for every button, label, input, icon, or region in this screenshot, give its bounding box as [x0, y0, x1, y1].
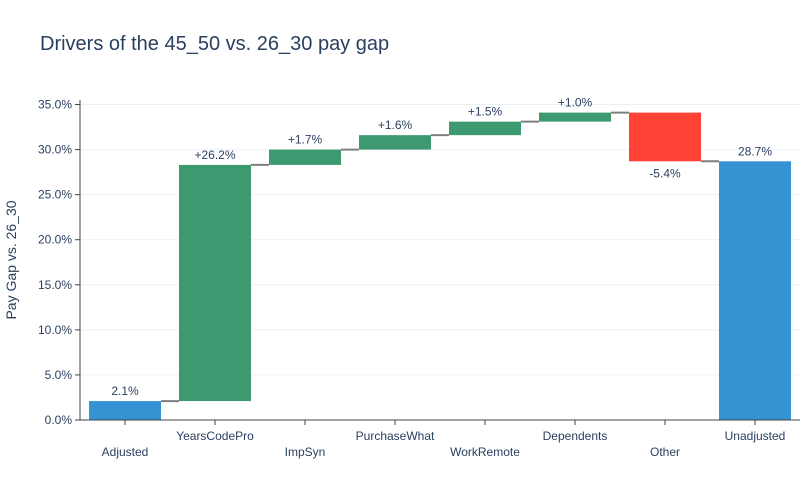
data-label: +26.2% [194, 148, 235, 162]
y-tick-label: 0.0% [45, 413, 73, 427]
data-label: 28.7% [738, 144, 772, 158]
bar-yearscodepro [179, 164, 251, 402]
bar-other [629, 112, 701, 162]
data-label: +1.0% [558, 96, 593, 110]
data-labels: 2.1% +26.2% +1.7% +1.6% +1.5% +1.0% -5.4% 28.7% [111, 96, 772, 398]
data-label: +1.7% [288, 133, 323, 147]
data-label: -5.4% [649, 166, 681, 180]
x-tick-label: Unadjusted [725, 429, 786, 443]
connector-lines [161, 111, 719, 403]
x-tick-label: PurchaseWhat [356, 429, 435, 443]
data-label: +1.6% [378, 118, 413, 132]
bar-unadjusted [719, 161, 791, 420]
bar-impsyn [269, 149, 341, 165]
bars [89, 112, 791, 420]
data-label: +1.5% [468, 105, 503, 119]
bar-purchasewhat [359, 135, 431, 150]
data-label: 2.1% [111, 384, 139, 398]
x-tick-label: Adjusted [102, 445, 149, 459]
y-axis-title: Pay Gap vs. 26_30 [3, 200, 19, 319]
x-tick-label: WorkRemote [450, 445, 520, 459]
x-tick-label: YearsCodePro [176, 429, 254, 443]
y-tick-label: 10.0% [38, 323, 72, 337]
y-tick-label: 5.0% [45, 368, 73, 382]
y-tick-label: 25.0% [38, 188, 72, 202]
y-tick-label: 35.0% [38, 98, 72, 112]
x-tick-label: ImpSyn [285, 445, 326, 459]
x-tick-label: Other [650, 445, 680, 459]
axes: 0.0% 5.0% 10.0% 15.0% 20.0% 25.0% 30.0% 35.0% Ad… [38, 98, 800, 459]
x-tick-label: Dependents [543, 429, 608, 443]
chart-title: Drivers of the 45_50 vs. 26_30 pay gap [40, 33, 389, 55]
bar-workremote [449, 121, 521, 136]
y-tick-label: 20.0% [38, 233, 72, 247]
bar-adjusted [89, 401, 161, 420]
y-tick-label: 15.0% [38, 278, 72, 292]
bar-dependents [539, 112, 611, 122]
y-tick-label: 30.0% [38, 143, 72, 157]
